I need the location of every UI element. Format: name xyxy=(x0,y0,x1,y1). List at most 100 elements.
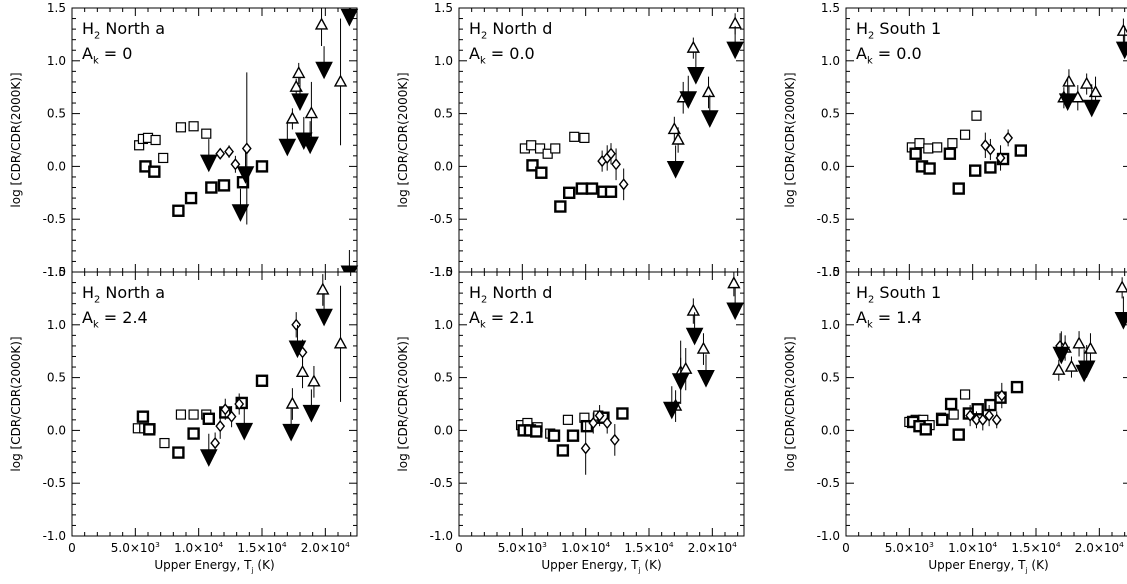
square-marker xyxy=(914,138,925,149)
square-marker-bold xyxy=(255,160,269,173)
panel-title: H2 North d xyxy=(469,283,552,305)
y-tick-label: 1.5 xyxy=(434,1,453,15)
panel-title: H2 North a xyxy=(82,19,165,41)
upper-limit-arrow xyxy=(302,404,321,423)
extinction-label: Ak = 0 xyxy=(82,44,132,66)
y-tick-label: 1.0 xyxy=(434,54,453,68)
diamond-marker xyxy=(594,409,605,422)
x-tick-label: 1.0×104 xyxy=(174,540,223,555)
upper-limit-arrow xyxy=(1058,93,1077,111)
triangle-marker xyxy=(285,111,300,124)
triangle-marker xyxy=(316,282,330,295)
square-marker xyxy=(201,128,212,139)
y-tick-label: 0.5 xyxy=(434,371,453,385)
square-marker-bold xyxy=(604,185,618,198)
y-tick-label: -0.5 xyxy=(430,212,453,226)
diamond-marker xyxy=(226,410,237,423)
y-axis-label: log [CDR/CDR(2000K)] xyxy=(9,72,23,207)
data-marks xyxy=(904,277,1127,441)
x-tick-label: 5.0×103 xyxy=(498,540,547,555)
diamond-marker xyxy=(965,409,976,422)
upper-limit-arrow xyxy=(235,422,254,441)
panel-title: H2 North d xyxy=(469,19,552,41)
square-marker-bold xyxy=(535,166,548,179)
square-marker-bold xyxy=(563,186,576,200)
y-tick-label: 1.0 xyxy=(821,318,840,332)
x-tick-label: 1.5×104 xyxy=(624,540,673,555)
y-axis-label: log [CDR/CDR(2000K)] xyxy=(9,336,23,471)
square-marker-bold xyxy=(255,374,269,387)
y-tick-label: 1.5 xyxy=(47,265,66,279)
diamond-marker xyxy=(215,420,226,433)
x-tick-label: 2.0×104 xyxy=(301,540,350,555)
panel-title: H2 South 1 xyxy=(856,19,941,41)
y-tick-label: 0.5 xyxy=(821,371,840,385)
diamond-marker xyxy=(995,151,1006,165)
upper-limit-arrow xyxy=(340,8,359,27)
x-tick-label: 2.0×104 xyxy=(688,540,737,555)
square-marker-bold xyxy=(616,407,629,420)
x-tick-label: 0 xyxy=(842,541,850,555)
y-tick-label: 0.0 xyxy=(434,159,453,173)
square-marker-bold xyxy=(919,423,932,436)
upper-limit-arrow xyxy=(199,154,218,173)
y-tick-label: 1.5 xyxy=(434,265,453,279)
triangle-marker xyxy=(1064,359,1079,372)
square-marker-bold xyxy=(944,397,958,411)
y-axis-label: log [CDR/CDR(2000K)] xyxy=(396,72,410,207)
upper-limit-arrow xyxy=(288,340,307,359)
square-marker xyxy=(971,110,982,121)
square-marker-bold xyxy=(585,182,599,195)
square-marker-bold xyxy=(547,429,561,442)
square-marker xyxy=(158,152,169,164)
square-marker-bold xyxy=(971,403,984,416)
y-axis-label: log [CDR/CDR(2000K)] xyxy=(396,336,410,471)
diamond-marker xyxy=(210,436,221,450)
chart-panel: 1.51.00.50.0-0.5-1.00 5.0×103 1.0×104 1.5×1… xyxy=(9,265,358,574)
upper-limit-arrow xyxy=(199,449,218,467)
square-marker-bold xyxy=(909,147,922,160)
upper-limit-arrow xyxy=(687,66,705,85)
upper-limit-arrow xyxy=(679,91,698,109)
square-marker-bold xyxy=(943,147,957,160)
triangle-marker xyxy=(1115,280,1127,293)
diamond-marker xyxy=(984,409,995,422)
square-marker xyxy=(959,129,971,140)
chart-panel: 1.5 1.0 0.5 0.0 -0.5 -1.0 log [CDR/CDR(2000K)]… xyxy=(783,1,1127,279)
upper-limit-arrow xyxy=(291,93,309,111)
diamond-marker xyxy=(234,397,245,411)
chart-panel: 1.5 1.0 0.5 0.0 -0.5 -1.0 log [CDR/CDR(2000K)]… xyxy=(9,1,359,279)
upper-limit-arrow xyxy=(697,370,715,388)
y-tick-label: -1.0 xyxy=(430,265,453,279)
square-marker xyxy=(550,143,561,154)
data-marks xyxy=(515,272,744,475)
y-tick-label: -0.5 xyxy=(817,212,840,226)
square-marker-bold xyxy=(217,179,231,192)
triangle-marker xyxy=(333,336,348,349)
square-marker-bold xyxy=(1014,144,1027,157)
square-marker-bold xyxy=(143,423,156,436)
x-tick-label: 2.0×104 xyxy=(1075,540,1124,555)
diamond-marker xyxy=(609,433,620,447)
upper-limit-arrow xyxy=(700,110,719,128)
y-tick-label: 0.5 xyxy=(434,107,453,121)
x-axis-label: Upper Energy, Tj (K) xyxy=(154,558,274,574)
y-tick-label: -1.0 xyxy=(43,529,66,543)
triangle-marker xyxy=(333,74,348,87)
square-marker xyxy=(947,138,958,149)
y-tick-label: 1.0 xyxy=(434,318,453,332)
x-tick-label: 0 xyxy=(68,541,76,555)
square-marker xyxy=(959,389,971,400)
x-axis-label: Upper Energy, Tj (K) xyxy=(928,558,1048,574)
y-tick-label: 0.0 xyxy=(821,423,840,437)
y-tick-label: 0.0 xyxy=(47,423,66,437)
square-marker-bold xyxy=(148,165,161,178)
y-tick-label: 1.5 xyxy=(821,265,840,279)
y-tick-label: -1.0 xyxy=(430,529,453,543)
square-marker xyxy=(569,131,580,142)
diamond-marker xyxy=(991,413,1002,426)
square-marker xyxy=(542,148,553,159)
extinction-label: Ak = 2.1 xyxy=(469,308,535,330)
x-tick-label: 5.0×103 xyxy=(111,540,160,555)
y-tick-label: 1.0 xyxy=(47,318,66,332)
